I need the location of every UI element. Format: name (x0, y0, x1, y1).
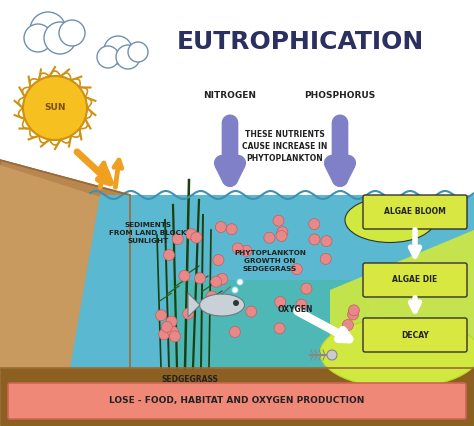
Circle shape (232, 287, 238, 293)
Circle shape (128, 42, 148, 62)
Circle shape (191, 232, 202, 243)
Circle shape (246, 306, 257, 317)
Circle shape (403, 205, 412, 215)
Text: ALGAE DIE: ALGAE DIE (392, 276, 438, 285)
FancyBboxPatch shape (8, 383, 466, 419)
Circle shape (210, 276, 222, 287)
Polygon shape (188, 293, 200, 317)
Circle shape (321, 236, 332, 247)
Ellipse shape (320, 318, 474, 388)
Circle shape (274, 323, 285, 334)
FancyBboxPatch shape (363, 263, 467, 297)
Circle shape (241, 245, 252, 256)
Polygon shape (130, 195, 474, 368)
Circle shape (391, 216, 400, 225)
Circle shape (264, 232, 275, 243)
FancyBboxPatch shape (363, 318, 467, 352)
Circle shape (215, 222, 227, 233)
Text: SUN: SUN (44, 104, 66, 112)
Polygon shape (0, 165, 110, 368)
Circle shape (296, 299, 307, 310)
Circle shape (155, 310, 166, 321)
Circle shape (275, 296, 286, 308)
Text: NITROGEN: NITROGEN (203, 91, 256, 100)
Text: SEDGEGRASS: SEDGEGRASS (162, 375, 219, 384)
Circle shape (30, 12, 66, 48)
Circle shape (179, 271, 190, 282)
Text: SEDIMENTS
FROM LAND BLOCK
SUNLIGHT: SEDIMENTS FROM LAND BLOCK SUNLIGHT (109, 222, 187, 244)
Circle shape (292, 264, 302, 275)
Circle shape (206, 291, 217, 302)
Text: PHYTOPLANKTON
GROWTH ON
SEDGEGRASS: PHYTOPLANKTON GROWTH ON SEDGEGRASS (234, 250, 306, 272)
Circle shape (348, 305, 359, 316)
Circle shape (217, 273, 228, 285)
Circle shape (226, 224, 237, 235)
Circle shape (309, 234, 320, 245)
Circle shape (44, 22, 76, 54)
Circle shape (276, 230, 287, 242)
Circle shape (164, 250, 174, 261)
Circle shape (194, 273, 205, 284)
Circle shape (167, 326, 179, 337)
FancyBboxPatch shape (363, 195, 467, 229)
Circle shape (229, 326, 240, 337)
Circle shape (273, 215, 284, 226)
Circle shape (327, 350, 337, 360)
Text: LOSE - FOOD, HABITAT AND OXYGEN PRODUCTION: LOSE - FOOD, HABITAT AND OXYGEN PRODUCTI… (109, 397, 365, 406)
Bar (0, 368, 474, 426)
Circle shape (166, 316, 177, 327)
Circle shape (381, 204, 390, 213)
Text: PHOSPHORUS: PHOSPHORUS (304, 91, 375, 100)
Circle shape (161, 321, 173, 332)
Circle shape (24, 24, 52, 52)
Circle shape (301, 283, 312, 294)
Circle shape (213, 255, 224, 265)
Ellipse shape (345, 198, 435, 242)
Circle shape (237, 279, 243, 285)
Polygon shape (330, 230, 474, 368)
Circle shape (172, 233, 183, 245)
Circle shape (233, 300, 239, 306)
Polygon shape (0, 160, 130, 368)
Text: THESE NUTRIENTS
CAUSE INCREASE IN
PHYTOPLANKTON: THESE NUTRIENTS CAUSE INCREASE IN PHYTOP… (242, 130, 328, 163)
Circle shape (320, 253, 331, 265)
Circle shape (159, 329, 170, 340)
Circle shape (97, 46, 119, 68)
Circle shape (59, 20, 85, 46)
Circle shape (342, 320, 354, 331)
Circle shape (116, 45, 140, 69)
Circle shape (186, 229, 197, 240)
Circle shape (182, 308, 194, 319)
Text: DECAY: DECAY (401, 331, 429, 340)
Circle shape (232, 243, 243, 254)
Circle shape (169, 331, 181, 342)
Ellipse shape (200, 294, 245, 316)
Circle shape (215, 274, 227, 285)
Polygon shape (70, 195, 130, 368)
Polygon shape (170, 280, 370, 368)
Circle shape (277, 227, 288, 238)
Circle shape (23, 76, 87, 140)
Circle shape (347, 309, 359, 320)
Text: OXYGEN: OXYGEN (277, 305, 313, 314)
Text: ALGAE BLOOM: ALGAE BLOOM (384, 207, 446, 216)
Circle shape (309, 219, 320, 230)
Circle shape (104, 36, 132, 64)
Text: EUTROPHICATION: EUTROPHICATION (176, 30, 424, 54)
